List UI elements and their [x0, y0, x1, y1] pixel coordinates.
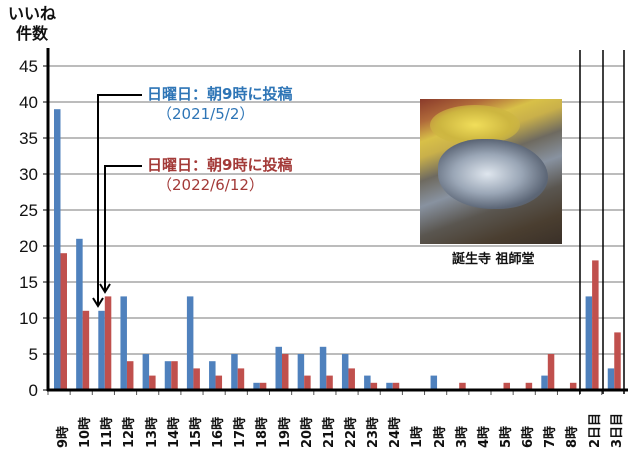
x-tick-text: 8時: [565, 425, 581, 448]
bar-2022/6/12: [503, 382, 510, 390]
x-tick-text: 9時: [56, 425, 71, 448]
bar-2021/5/2: [607, 368, 615, 390]
dragon-carving: [438, 139, 548, 209]
x-tick-text: 16時: [211, 416, 227, 448]
bar-2022/6/12: [304, 375, 311, 390]
gold-ornament: [430, 105, 520, 145]
bar-2022/6/12: [82, 310, 90, 390]
bar-2022/6/12: [259, 382, 267, 390]
bar-2022/6/12: [592, 260, 599, 390]
bar-2021/5/2: [275, 346, 282, 390]
annotation-arrow: [104, 165, 142, 292]
x-tick-text: 21時: [321, 416, 337, 448]
bar-2022/6/12: [237, 368, 245, 390]
x-tick-text: 11時: [100, 416, 116, 448]
y-tick-label: 0: [29, 381, 38, 400]
bar-2021/5/2: [209, 361, 216, 390]
bar-2021/5/2: [253, 382, 260, 390]
x-tick-text: 17時: [233, 416, 249, 448]
bar-2022/6/12: [525, 382, 533, 390]
photo-caption: 誕生寺 祖師堂: [452, 252, 535, 267]
y-tick-label: 30: [19, 165, 38, 184]
annotation-2022: 日曜日：朝9時に投稿 （2022/6/12）: [147, 155, 292, 195]
bar-2022/6/12: [126, 361, 134, 390]
annotation-2021: 日曜日：朝9時に投稿 （2021/5/2）: [147, 84, 292, 124]
x-tick-text: 3日目: [609, 412, 625, 448]
annotation-2021-text: 日曜日：朝9時に投稿: [147, 85, 293, 103]
bar-2021/5/2: [297, 354, 305, 390]
x-tick-text: 20時: [299, 416, 315, 448]
x-tick-text: 14時: [166, 416, 182, 448]
temple-carving-photo: [420, 99, 562, 244]
x-tick-text: 1時: [410, 425, 426, 448]
x-tick-text: 23時: [366, 416, 382, 448]
bar-2021/5/2: [585, 296, 593, 390]
y-tick-label: 10: [19, 309, 38, 328]
y-tick-label: 40: [19, 93, 38, 112]
bar-2022/6/12: [215, 375, 223, 390]
bar-2022/6/12: [348, 368, 355, 390]
y-axis-title-line1: いいね: [7, 4, 56, 23]
y-axis-title: いいね 件数: [4, 4, 60, 44]
bar-2021/5/2: [142, 354, 150, 390]
y-tick-label: 35: [19, 129, 38, 148]
y-axis-title-line2: 件数: [15, 24, 48, 43]
annotation-2022-date: （2022/6/12）: [157, 176, 264, 194]
bar-2021/5/2: [541, 375, 548, 390]
annotation-2021-date: （2021/5/2）: [157, 105, 255, 123]
x-tick-text: 2時: [432, 425, 448, 448]
bar-2021/5/2: [341, 354, 349, 390]
bar-2021/5/2: [386, 382, 393, 390]
x-tick-text: 7時: [543, 425, 559, 448]
y-tick-label: 20: [19, 237, 38, 256]
x-tick-text: 22時: [343, 416, 359, 448]
x-tick-text: 5時: [499, 425, 514, 448]
bar-2022/6/12: [104, 296, 112, 390]
y-tick-label: 15: [19, 273, 38, 292]
x-tick-text: 18時: [255, 416, 271, 448]
bar-2021/5/2: [364, 375, 371, 390]
bar-2021/5/2: [231, 354, 238, 390]
arrowhead-icon: [99, 283, 111, 294]
x-tick-text: 24時: [388, 416, 404, 448]
bar-2022/6/12: [149, 375, 156, 390]
bar-2021/5/2: [186, 296, 194, 390]
bar-2021/5/2: [164, 361, 172, 390]
x-tick-text: 4時: [476, 425, 492, 448]
y-tick-label: 5: [29, 345, 38, 364]
bar-2022/6/12: [614, 332, 621, 390]
bar-2021/5/2: [98, 310, 105, 390]
bar-2021/5/2: [76, 238, 83, 390]
bar-2022/6/12: [459, 382, 466, 390]
bar-2022/6/12: [392, 382, 400, 390]
bar-2022/6/12: [282, 354, 289, 390]
annotation-2022-text: 日曜日：朝9時に投稿: [147, 156, 293, 174]
x-tick-text: 19時: [277, 416, 293, 448]
x-tick-text: 13時: [144, 416, 160, 448]
x-tick-text: 3時: [454, 425, 470, 448]
arrowhead-icon: [92, 297, 104, 308]
x-tick-text: 12時: [122, 416, 138, 448]
bar-2022/6/12: [569, 382, 577, 390]
x-tick-text: 10時: [78, 416, 94, 448]
x-tick-text: 6時: [521, 425, 537, 448]
x-tick-text: 2日目: [587, 412, 603, 448]
bar-2021/5/2: [120, 296, 127, 390]
bar-2021/5/2: [430, 375, 438, 390]
annotation-arrow: [97, 94, 142, 306]
bar-2022/6/12: [326, 375, 333, 390]
x-tick-text: 15時: [188, 416, 204, 448]
bar-2022/6/12: [547, 354, 555, 390]
bar-2022/6/12: [370, 382, 378, 390]
bar-2021/5/2: [319, 346, 327, 390]
y-tick-label: 25: [19, 201, 38, 220]
bar-2021/5/2: [54, 109, 61, 390]
bar-2022/6/12: [171, 361, 178, 390]
y-tick-label: 45: [19, 57, 38, 76]
bar-2022/6/12: [60, 253, 67, 390]
bar-2022/6/12: [193, 368, 200, 390]
